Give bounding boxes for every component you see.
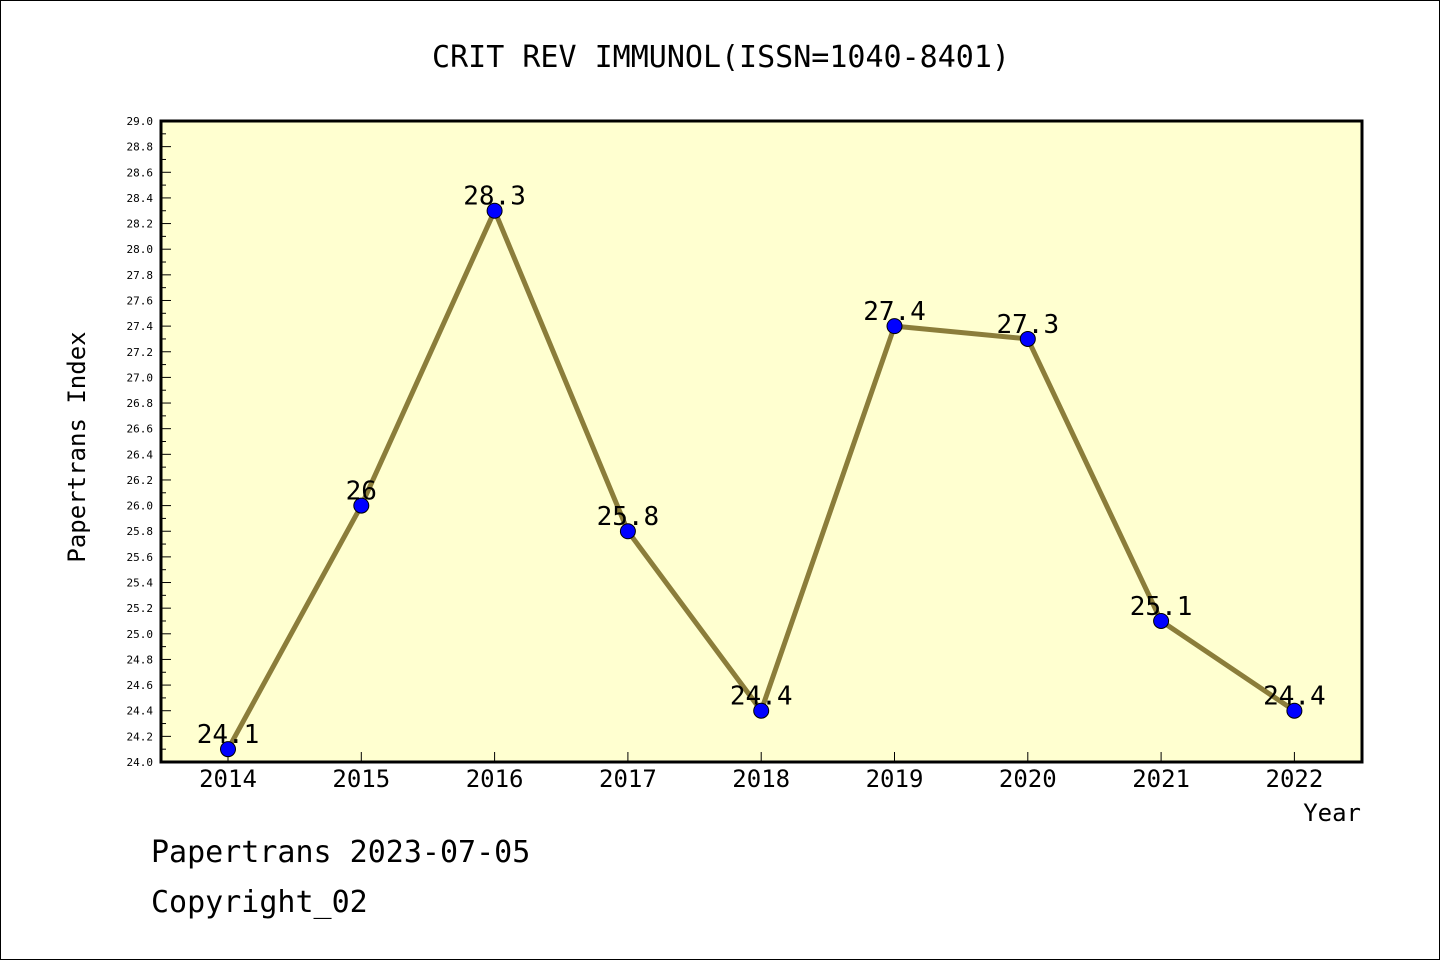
data-point-marker — [486, 202, 503, 219]
x-axis-label: Year — [1303, 799, 1361, 827]
y-tick-label: 27.6 — [127, 294, 154, 307]
x-tick-label: 2014 — [199, 765, 257, 793]
data-point-label: 24.4 — [1263, 682, 1326, 712]
data-point-marker — [220, 741, 236, 758]
y-tick-label: 25.2 — [127, 602, 154, 615]
y-tick-label: 28.6 — [127, 166, 154, 179]
y-tick-label: 25.8 — [127, 525, 154, 538]
x-tick-label: 2020 — [999, 765, 1057, 793]
y-axis-ticks: 24.0 24.2 24.4 24.6 24.8 25.0 25.2 25.4 25.6 25.8… — [127, 115, 171, 769]
x-tick-label: 2015 — [332, 765, 390, 793]
y-tick-label: 26.0 — [127, 500, 154, 513]
data-point-marker — [753, 702, 770, 719]
y-tick-label: 27.4 — [127, 320, 154, 333]
footer-source: Papertrans 2023-07-05 — [151, 835, 531, 870]
y-tick-label: 24.0 — [127, 756, 154, 769]
data-point-label: 24.1 — [197, 720, 260, 750]
data-point-marker — [1153, 612, 1170, 629]
y-tick-label: 25.0 — [127, 628, 154, 641]
x-tick-label: 2022 — [1266, 765, 1324, 793]
y-tick-label: 24.4 — [127, 705, 154, 718]
x-axis-ticks: 2014 2015 2016 2017 2018 2019 2020 2021 2022 — [199, 752, 1323, 793]
y-tick-label: 28.8 — [127, 141, 154, 154]
y-tick-label: 26.4 — [127, 448, 154, 461]
x-tick-label: 2018 — [732, 765, 790, 793]
data-point-label: 25.8 — [597, 502, 660, 532]
data-point-label: 27.3 — [996, 310, 1059, 340]
data-labels: 24.1 26 28.3 25.8 24.4 27.4 27.3 25.1 24.4 — [197, 182, 1326, 750]
x-tick-label: 2016 — [466, 765, 524, 793]
x-tick-label: 2021 — [1132, 765, 1190, 793]
y-tick-label: 28.4 — [127, 192, 154, 205]
y-tick-label: 26.8 — [127, 397, 154, 410]
data-markers — [220, 202, 1303, 758]
y-tick-label: 25.4 — [127, 577, 154, 590]
y-tick-label: 24.2 — [127, 730, 154, 743]
data-point-label: 27.4 — [863, 297, 926, 327]
y-axis-label: Papertrans Index — [63, 331, 91, 562]
plot-area — [159, 119, 1364, 764]
data-point-label: 26 — [346, 477, 377, 507]
y-tick-label: 28.0 — [127, 243, 154, 256]
footer-copyright: Copyright_02 — [151, 885, 368, 920]
y-tick-label: 27.2 — [127, 346, 154, 359]
data-point-marker — [1019, 330, 1036, 347]
y-tick-label: 28.2 — [127, 218, 154, 231]
chart-title: CRIT REV IMMUNOL(ISSN=1040-8401) — [432, 40, 1010, 75]
data-point-label: 25.1 — [1130, 592, 1193, 622]
y-tick-label: 24.6 — [127, 679, 154, 692]
y-tick-label: 24.8 — [127, 653, 154, 666]
y-tick-label: 27.8 — [127, 269, 154, 282]
data-point-label: 28.3 — [463, 182, 526, 212]
y-tick-label: 29.0 — [127, 115, 154, 128]
y-tick-label: 26.6 — [127, 423, 154, 436]
y-tick-label: 26.2 — [127, 474, 154, 487]
data-point-label: 24.4 — [730, 682, 793, 712]
y-tick-label: 27.0 — [127, 371, 154, 384]
x-tick-label: 2019 — [866, 765, 924, 793]
x-tick-label: 2017 — [599, 765, 657, 793]
data-point-marker — [1286, 702, 1303, 719]
y-tick-label: 25.6 — [127, 551, 154, 564]
data-point-marker — [886, 318, 903, 335]
data-point-marker — [353, 497, 370, 514]
data-point-marker — [619, 523, 636, 540]
